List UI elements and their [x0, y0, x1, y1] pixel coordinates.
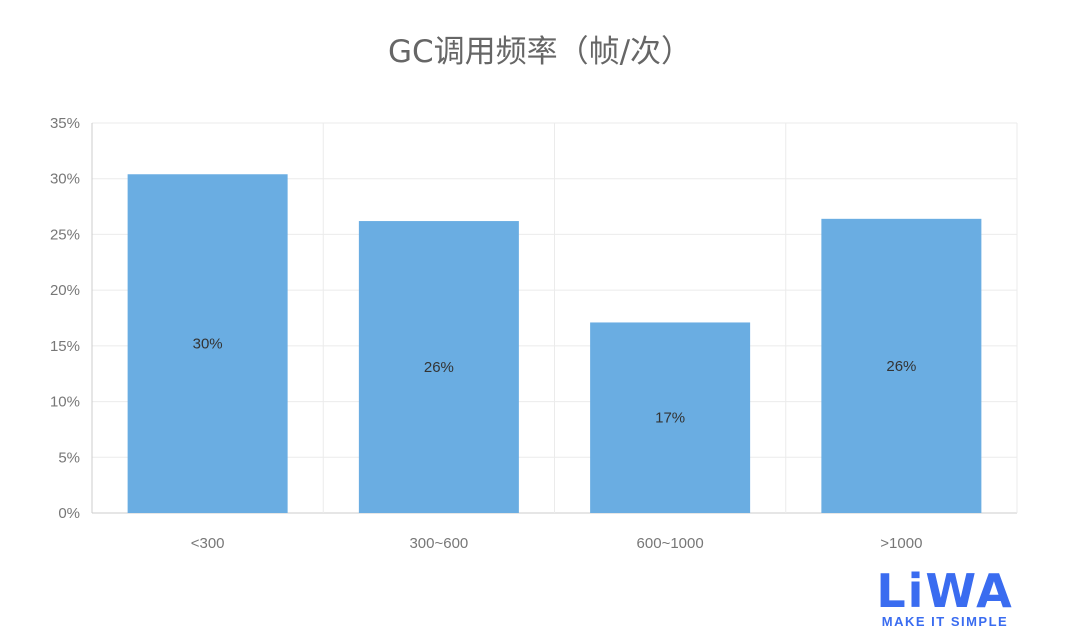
data-label: 30% [193, 336, 223, 353]
bar-2 [590, 322, 751, 513]
bar-1 [358, 221, 519, 514]
x-tick-label: 600~1000 [637, 535, 704, 552]
x-tick-label: >1000 [880, 535, 922, 552]
logo-tagline: MAKE IT SIMPLE [881, 614, 1009, 629]
data-label: 17% [655, 410, 685, 427]
logo-wordmark: LiWA [876, 564, 1014, 618]
y-tick-label: 10% [50, 394, 80, 411]
y-tick-label: 35% [50, 115, 80, 132]
liwa-logo: LiWA MAKE IT SIMPLE [860, 568, 1030, 632]
y-tick-label: 5% [58, 449, 80, 466]
chart-title: GC调用频率（帧/次） [387, 34, 693, 70]
bar-3 [821, 218, 982, 514]
y-tick-label: 30% [50, 171, 80, 188]
y-tick-label: 20% [50, 282, 80, 299]
bar-0 [127, 174, 288, 513]
x-tick-label: <300 [191, 535, 225, 552]
y-tick-label: 0% [58, 505, 80, 522]
y-tick-label: 15% [50, 338, 80, 355]
x-tick-label: 300~600 [409, 535, 468, 552]
y-tick-label: 25% [50, 226, 80, 243]
data-label: 26% [886, 358, 916, 375]
data-label: 26% [424, 359, 454, 376]
